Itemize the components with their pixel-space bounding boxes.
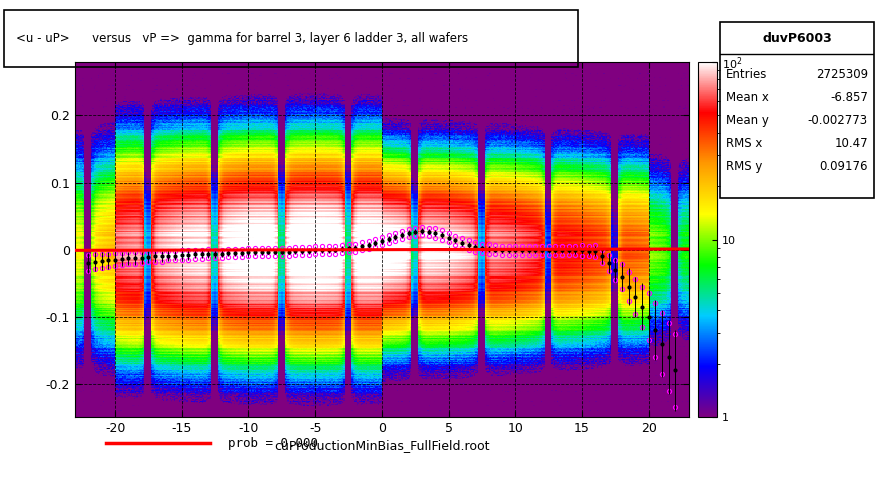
Text: -0.002773: -0.002773: [808, 114, 868, 127]
Text: 0.09176: 0.09176: [819, 160, 868, 172]
Text: 2725309: 2725309: [816, 68, 868, 82]
Text: RMS x: RMS x: [726, 137, 762, 150]
Text: -6.857: -6.857: [830, 91, 868, 104]
Text: prob = 0.000: prob = 0.000: [229, 437, 319, 450]
Text: duvP6003: duvP6003: [762, 32, 832, 44]
Text: RMS y: RMS y: [726, 160, 762, 172]
Text: Mean x: Mean x: [726, 91, 769, 104]
Text: Mean y: Mean y: [726, 114, 769, 127]
X-axis label: cuProductionMinBias_FullField.root: cuProductionMinBias_FullField.root: [274, 440, 490, 453]
Text: Entries: Entries: [726, 68, 767, 82]
Text: <u - uP>      versus   vP =>  gamma for barrel 3, layer 6 ladder 3, all wafers: <u - uP> versus vP => gamma for barrel 3…: [16, 32, 468, 45]
Text: 10.47: 10.47: [834, 137, 868, 150]
